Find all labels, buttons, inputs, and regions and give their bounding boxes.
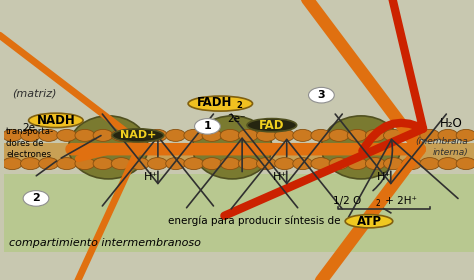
Circle shape	[147, 158, 167, 170]
Circle shape	[129, 129, 149, 141]
Text: 2e⁻: 2e⁻	[227, 114, 246, 124]
Text: 2: 2	[32, 193, 40, 203]
Circle shape	[166, 158, 185, 170]
Circle shape	[75, 129, 95, 141]
Circle shape	[2, 158, 22, 170]
Ellipse shape	[321, 116, 401, 179]
Circle shape	[111, 129, 131, 141]
Circle shape	[420, 129, 440, 141]
Circle shape	[75, 158, 95, 170]
Circle shape	[194, 119, 220, 134]
Circle shape	[293, 129, 312, 141]
Circle shape	[347, 158, 367, 170]
Text: 2: 2	[236, 101, 242, 111]
Circle shape	[166, 129, 185, 141]
Ellipse shape	[69, 116, 148, 179]
Text: NAD+: NAD+	[120, 130, 156, 140]
Text: + 2H⁺: + 2H⁺	[382, 196, 417, 206]
Circle shape	[93, 158, 113, 170]
Ellipse shape	[188, 96, 253, 111]
Text: 2e⁻: 2e⁻	[22, 123, 41, 133]
Text: (matriz): (matriz)	[12, 88, 57, 99]
Text: NADH: NADH	[36, 114, 75, 127]
Circle shape	[456, 129, 474, 141]
Text: H⁺: H⁺	[144, 172, 158, 182]
Text: H₂O: H₂O	[440, 117, 463, 130]
Circle shape	[129, 158, 149, 170]
Circle shape	[256, 158, 276, 170]
Circle shape	[20, 129, 40, 141]
Ellipse shape	[247, 119, 297, 132]
Circle shape	[256, 129, 276, 141]
Circle shape	[39, 158, 58, 170]
Circle shape	[309, 87, 334, 103]
Bar	[4, 143, 474, 167]
Circle shape	[184, 158, 204, 170]
Circle shape	[238, 158, 258, 170]
Bar	[4, 174, 474, 253]
Text: H⁺: H⁺	[273, 172, 287, 182]
Circle shape	[20, 158, 40, 170]
Circle shape	[347, 129, 367, 141]
Circle shape	[456, 158, 474, 170]
Circle shape	[202, 158, 222, 170]
Text: (membrana
interna): (membrana interna)	[415, 137, 468, 157]
Ellipse shape	[192, 116, 272, 179]
Circle shape	[438, 129, 458, 141]
Circle shape	[2, 129, 22, 141]
Circle shape	[23, 191, 49, 206]
Circle shape	[220, 129, 240, 141]
Circle shape	[293, 158, 312, 170]
Circle shape	[238, 129, 258, 141]
Circle shape	[57, 129, 77, 141]
Circle shape	[184, 129, 204, 141]
Text: compartimiento intermembranoso: compartimiento intermembranoso	[9, 239, 201, 248]
Text: transporta-
dores de
electrones: transporta- dores de electrones	[6, 127, 55, 159]
Text: FAD: FAD	[259, 119, 284, 132]
Text: H⁺: H⁺	[377, 172, 391, 182]
Bar	[4, 84, 474, 174]
Text: ATP: ATP	[356, 215, 382, 228]
Circle shape	[365, 158, 385, 170]
Text: 2: 2	[376, 199, 381, 208]
Circle shape	[438, 158, 458, 170]
Circle shape	[311, 129, 331, 141]
Circle shape	[147, 129, 167, 141]
Circle shape	[329, 129, 349, 141]
Circle shape	[93, 129, 113, 141]
Circle shape	[311, 158, 331, 170]
Text: FADH: FADH	[197, 97, 232, 109]
Circle shape	[202, 129, 222, 141]
Text: energía para producir síntesis de: energía para producir síntesis de	[168, 216, 340, 227]
Circle shape	[383, 158, 403, 170]
Text: 3: 3	[318, 90, 325, 100]
Text: 1: 1	[203, 122, 211, 131]
Ellipse shape	[112, 129, 164, 142]
Circle shape	[420, 158, 440, 170]
Circle shape	[274, 129, 294, 141]
Circle shape	[365, 129, 385, 141]
Circle shape	[401, 129, 421, 141]
Circle shape	[383, 129, 403, 141]
Circle shape	[39, 129, 58, 141]
Ellipse shape	[345, 215, 393, 228]
Circle shape	[57, 158, 77, 170]
Text: 1/2 O: 1/2 O	[333, 196, 362, 206]
Ellipse shape	[28, 113, 83, 128]
Circle shape	[111, 158, 131, 170]
Circle shape	[274, 158, 294, 170]
Circle shape	[329, 158, 349, 170]
Circle shape	[220, 158, 240, 170]
Circle shape	[401, 158, 421, 170]
